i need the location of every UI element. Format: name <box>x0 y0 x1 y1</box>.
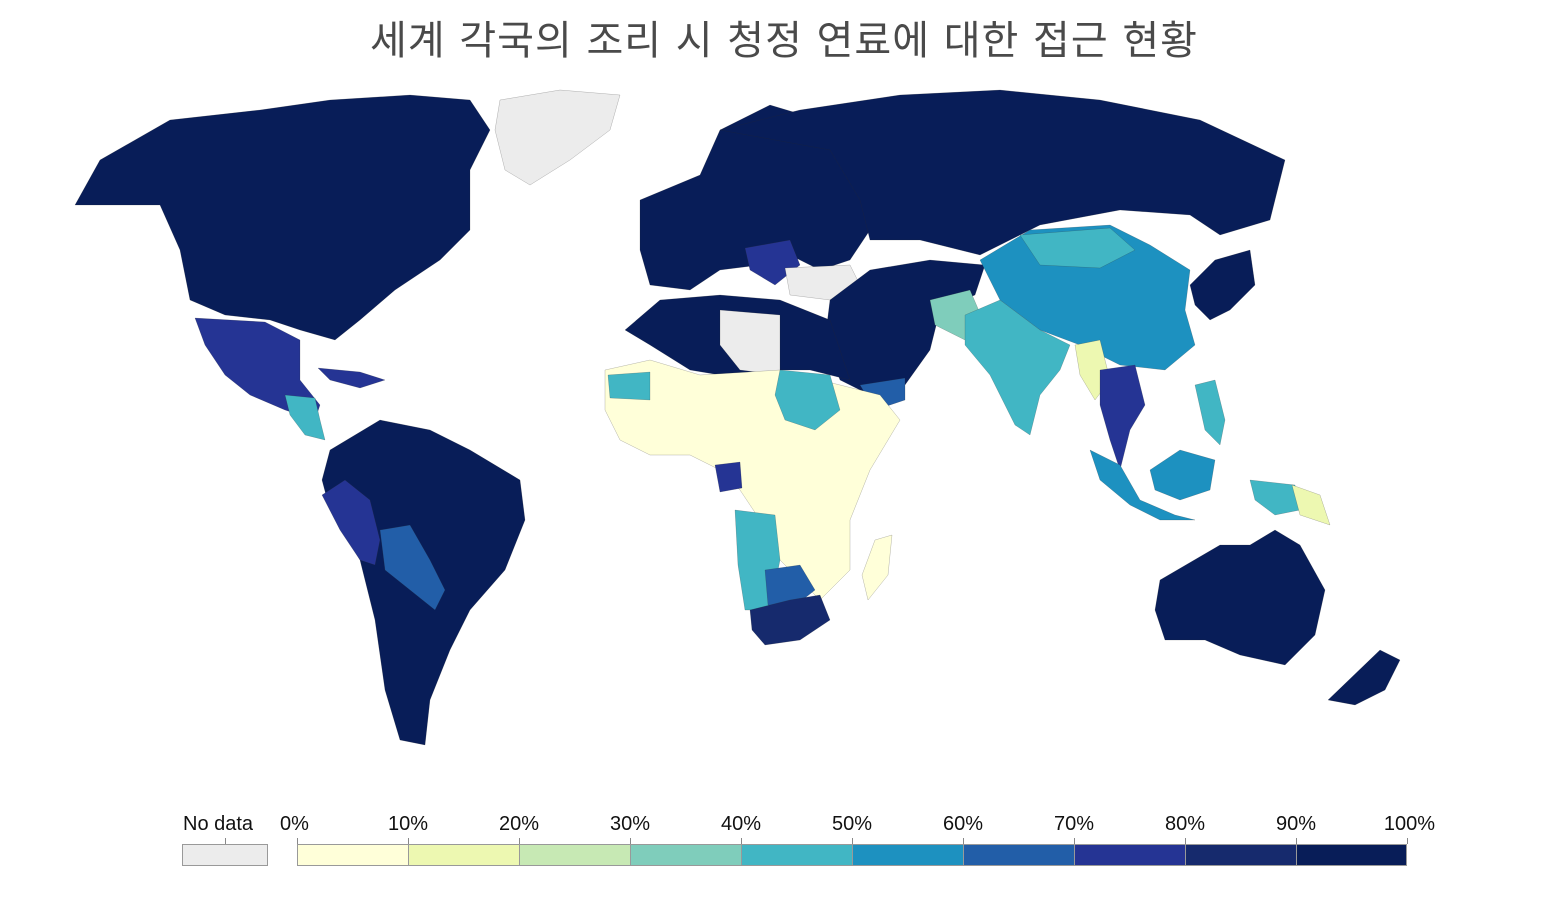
legend-threshold-label: 100% <box>1383 813 1435 835</box>
region-greenland <box>494 89 621 186</box>
legend-tick <box>852 838 853 844</box>
region-central-america-south[interactable] <box>284 394 326 441</box>
legend-tick <box>519 838 520 844</box>
region-peru[interactable] <box>321 479 381 566</box>
legend-swatch <box>1185 844 1296 866</box>
legend-swatch <box>630 844 741 866</box>
region-europe[interactable] <box>639 104 871 291</box>
legend-tick <box>1185 838 1186 844</box>
legend-threshold-label: 50% <box>831 813 873 835</box>
region-sumatra-java[interactable] <box>1089 449 1196 521</box>
legend-threshold-label: 0% <box>280 813 309 835</box>
region-indonesia-borneo[interactable] <box>1149 449 1216 501</box>
region-new-zealand[interactable] <box>1327 649 1401 706</box>
region-philippines[interactable] <box>1194 379 1226 446</box>
region-bolivia[interactable] <box>379 524 446 611</box>
region-madagascar[interactable] <box>861 534 893 601</box>
legend-tick <box>630 838 631 844</box>
legend-threshold-label: 90% <box>1275 813 1317 835</box>
legend-tick <box>741 838 742 844</box>
legend-threshold-label: 70% <box>1053 813 1095 835</box>
region-north-america[interactable] <box>74 94 491 341</box>
legend-no-data-swatch <box>182 844 268 866</box>
legend-tick <box>408 838 409 844</box>
world-map <box>74 89 1401 746</box>
legend-tick <box>1296 838 1297 844</box>
legend-swatch <box>408 844 519 866</box>
region-thailand-laos[interactable] <box>1099 364 1146 471</box>
region-india[interactable] <box>964 299 1071 436</box>
region-mongolia[interactable] <box>1019 227 1136 269</box>
legend-threshold-label: 30% <box>609 813 651 835</box>
legend-threshold-label: 10% <box>387 813 429 835</box>
legend-tick <box>297 838 298 844</box>
region-mauritania[interactable] <box>607 371 651 401</box>
legend-swatch <box>519 844 630 866</box>
legend-threshold-label: 80% <box>1164 813 1206 835</box>
legend-threshold-label: 20% <box>498 813 540 835</box>
region-korea-japan[interactable] <box>1189 249 1256 321</box>
legend-swatch <box>963 844 1074 866</box>
region-south-africa[interactable] <box>749 594 831 646</box>
legend-tick <box>1074 838 1075 844</box>
region-gabon[interactable] <box>714 461 743 493</box>
legend-swatch <box>852 844 963 866</box>
region-caribbean[interactable] <box>317 367 386 389</box>
legend-swatch <box>1296 844 1407 866</box>
page-title: 세계 각국의 조리 시 청정 연료에 대한 접근 현황 <box>370 18 1198 64</box>
region-australia[interactable] <box>1154 529 1326 666</box>
legend-swatch <box>297 844 408 866</box>
legend-tick <box>1407 838 1408 844</box>
region-new-guinea[interactable] <box>1249 479 1301 516</box>
legend-threshold-label: 60% <box>942 813 984 835</box>
legend-swatch <box>1074 844 1185 866</box>
legend-swatch <box>741 844 852 866</box>
region-papua-new-guinea[interactable] <box>1291 484 1331 526</box>
region-russia[interactable] <box>719 89 1286 256</box>
legend-threshold-label: 40% <box>720 813 762 835</box>
legend-no-data-label: No data <box>183 813 254 835</box>
region-sudan[interactable] <box>774 369 841 431</box>
legend-no-data-tick <box>225 838 226 844</box>
legend-tick <box>963 838 964 844</box>
